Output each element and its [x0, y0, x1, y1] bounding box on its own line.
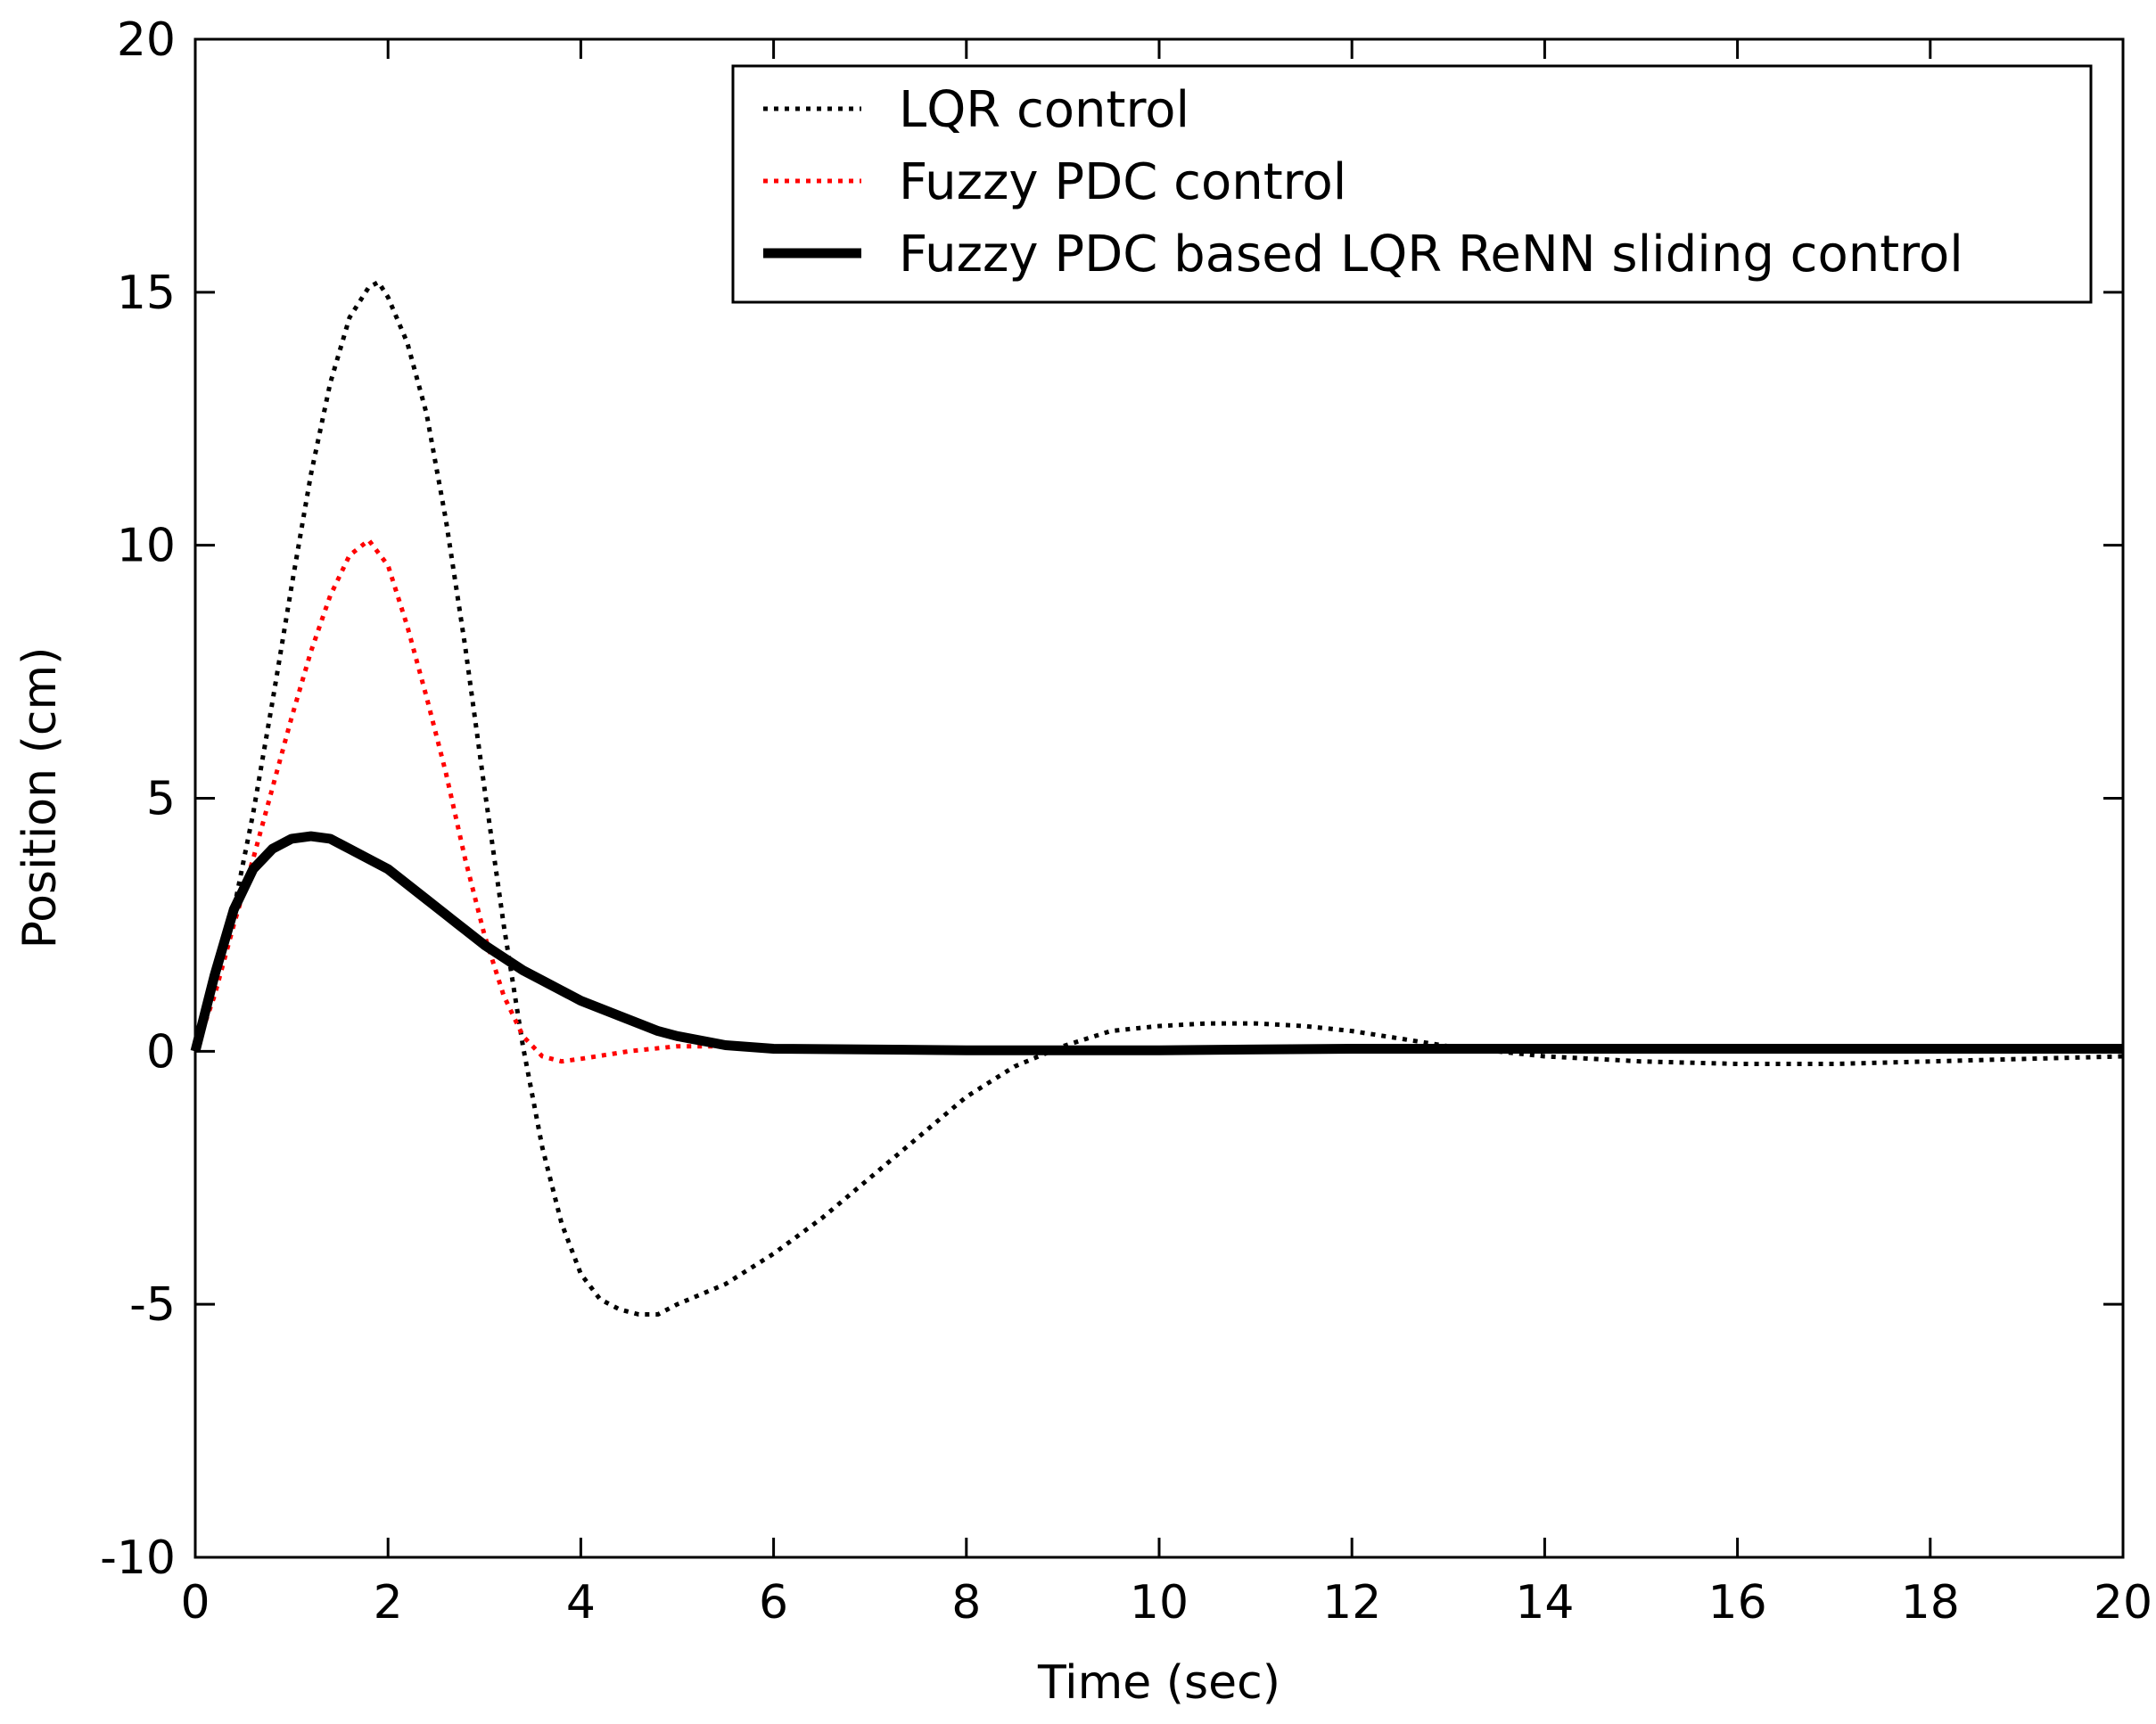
y-tick-label: 20: [117, 13, 176, 67]
x-tick-label: 16: [1708, 1576, 1767, 1630]
x-tick-label: 6: [759, 1576, 788, 1630]
x-tick-label: 4: [566, 1576, 596, 1630]
x-tick-label: 14: [1515, 1576, 1574, 1630]
y-tick-label: 15: [117, 267, 176, 320]
x-tick-label: 2: [374, 1576, 403, 1630]
x-tick-label: 18: [1901, 1576, 1960, 1630]
x-tick-label: 20: [2094, 1576, 2152, 1630]
y-tick-label: 0: [146, 1025, 176, 1079]
legend: LQR control Fuzzy PDC control Fuzzy PDC …: [731, 64, 2093, 304]
x-tick-label: 0: [180, 1576, 210, 1630]
y-axis-title: Position (cm): [13, 647, 67, 949]
series-layer: [190, 280, 2124, 1317]
x-axis-title: Time (sec): [1037, 1656, 1280, 1710]
x-tick-label: 12: [1322, 1576, 1381, 1630]
legend-label-renn-sliding: Fuzzy PDC based LQR ReNN sliding control: [899, 226, 1963, 283]
ticks-layer: 0 2 4 6 8 10 12 14 16 18 20 -10 -5 0 5 10 15 20: [100, 13, 2152, 1630]
series-renn-sliding-control: [190, 831, 2123, 1055]
series-lqr-control: [193, 280, 2124, 1317]
x-tick-label: 8: [951, 1576, 981, 1630]
y-tick-label: -5: [129, 1278, 176, 1332]
y-tick-label: 5: [146, 773, 176, 826]
plot-frame: [193, 37, 2125, 1559]
y-tick-label: 10: [117, 520, 176, 573]
legend-box: [731, 64, 2093, 304]
legend-label-fuzzy-pdc: Fuzzy PDC control: [899, 153, 1346, 211]
x-tick-label: 10: [1130, 1576, 1189, 1630]
y-tick-label: -10: [100, 1531, 176, 1585]
legend-label-lqr: LQR control: [899, 81, 1189, 139]
